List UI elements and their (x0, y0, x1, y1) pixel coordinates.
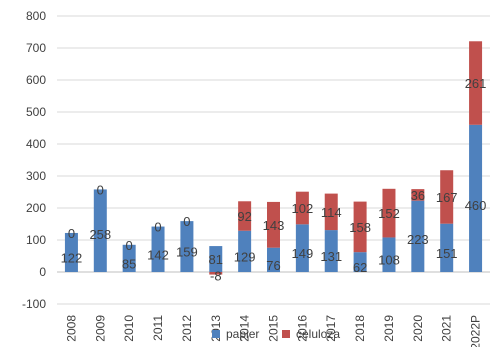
y-tick-label: 800 (26, 9, 46, 23)
data-label-celuloza-2014: 92 (237, 209, 251, 224)
data-label-papier-2017: 131 (320, 249, 342, 264)
bar-celuloza-2022P (469, 41, 483, 125)
data-label-papier-2020: 223 (407, 232, 429, 247)
y-tick-label: 0 (39, 265, 46, 279)
data-label-celuloza-2020: 36 (411, 188, 425, 203)
x-tick-label: 2018 (353, 315, 367, 342)
bar-papier-2011 (151, 226, 165, 272)
x-tick-label: 2011 (151, 315, 165, 341)
bar-papier-2022P (469, 124, 483, 272)
bar-papier-2018 (353, 252, 367, 272)
bar-papier-2014 (238, 230, 252, 272)
data-label-papier-2013: 81 (209, 252, 223, 267)
y-tick-label: 600 (26, 73, 46, 87)
data-label-papier-2022P: 460 (465, 198, 487, 213)
bar-papier-2009 (93, 189, 107, 272)
y-axis-ticks: -100 0 100 200 300 400 500 600 700 800 (22, 9, 46, 311)
data-label-papier-2011: 142 (147, 247, 169, 262)
legend-label-celuloza: celuloza (296, 327, 340, 341)
data-label-papier-2018: 62 (353, 260, 367, 275)
data-label-papier-2021: 151 (436, 246, 458, 261)
bars (64, 41, 483, 275)
legend: papier celuloza (212, 327, 340, 341)
data-label-celuloza-2010: 0 (126, 238, 133, 253)
bar-papier-2008 (64, 232, 78, 272)
data-label-celuloza-2013: -8 (210, 269, 222, 284)
x-tick-label: 2008 (64, 315, 78, 342)
legend-swatch-celuloza (282, 330, 290, 338)
y-tick-label: 100 (26, 233, 46, 247)
data-label-celuloza-2012: 0 (183, 214, 190, 229)
data-label-celuloza-2018: 158 (349, 220, 371, 235)
data-label-papier-2009: 258 (89, 227, 111, 242)
bar-papier-2013 (209, 246, 223, 272)
data-label-papier-2008: 122 (61, 250, 83, 265)
x-tick-label: 2021 (440, 315, 454, 342)
bar-celuloza-2020 (411, 189, 425, 201)
y-tick-label: -100 (22, 297, 46, 311)
x-tick-label: 2019 (382, 315, 396, 342)
x-tick-label: 2016 (295, 315, 309, 342)
bar-celuloza-2014 (238, 201, 252, 231)
data-label-papier-2010: 85 (122, 256, 136, 271)
data-label-celuloza-2015: 143 (263, 218, 285, 233)
x-tick-label: 2022P (469, 315, 483, 347)
x-tick-label: 2010 (122, 315, 136, 342)
y-tick-label: 500 (26, 105, 46, 119)
data-label-papier-2014: 129 (234, 249, 256, 264)
bar-papier-2021 (440, 223, 454, 272)
data-label-celuloza-2016: 102 (292, 201, 314, 216)
legend-label-papier: papier (226, 327, 259, 341)
bar-celuloza-2019 (382, 188, 396, 238)
bar-celuloza-2015 (267, 201, 280, 248)
data-label-celuloza-2019: 152 (378, 206, 400, 221)
bar-celuloza-2016 (295, 191, 309, 225)
data-label-celuloza-2021: 167 (436, 190, 458, 205)
data-label-celuloza-2009: 0 (97, 182, 104, 197)
bar-celuloza-2013 (209, 272, 223, 275)
y-tick-label: 700 (26, 41, 46, 55)
bar-papier-2020 (411, 200, 425, 272)
bar-celuloza-2021 (440, 170, 454, 224)
bar-celuloza-2017 (324, 193, 338, 231)
y-tick-label: 200 (26, 201, 46, 215)
x-tick-label: 2014 (238, 315, 252, 342)
data-label-papier-2019: 108 (378, 253, 400, 268)
bar-papier-2015 (267, 247, 280, 272)
x-tick-label: 2012 (180, 315, 194, 342)
x-tick-label: 2020 (411, 315, 425, 342)
data-label-celuloza-2011: 0 (154, 220, 161, 235)
data-label-papier-2015: 76 (266, 258, 280, 273)
data-label-celuloza-2008: 0 (68, 226, 75, 241)
data-labels: 122 0 258 0 85 0 142 0 159 0 81 -8 129 92 76 143 149 102 1… (61, 76, 487, 284)
bar-papier-2016 (295, 224, 309, 272)
bar-papier-2012 (180, 221, 194, 272)
bar-papier-2019 (382, 237, 396, 272)
bar-papier-2010 (122, 244, 136, 272)
y-tick-label: 300 (26, 169, 46, 183)
data-label-celuloza-2017: 114 (321, 205, 342, 220)
data-label-papier-2016: 149 (292, 246, 314, 261)
x-axis-ticks: 2008 2009 2010 2011 2012 2013 2014 2015 2016 2017… (64, 315, 482, 347)
x-tick-label: 2015 (267, 315, 281, 342)
bar-celuloza-2018 (353, 201, 367, 253)
data-label-celuloza-2022P: 261 (465, 76, 487, 91)
x-tick-label: 2009 (93, 315, 107, 342)
legend-swatch-papier (212, 330, 220, 338)
x-tick-label: 2017 (324, 315, 338, 342)
bar-papier-2017 (324, 230, 338, 272)
y-tick-label: 400 (26, 137, 46, 151)
data-label-papier-2012: 159 (176, 245, 198, 260)
